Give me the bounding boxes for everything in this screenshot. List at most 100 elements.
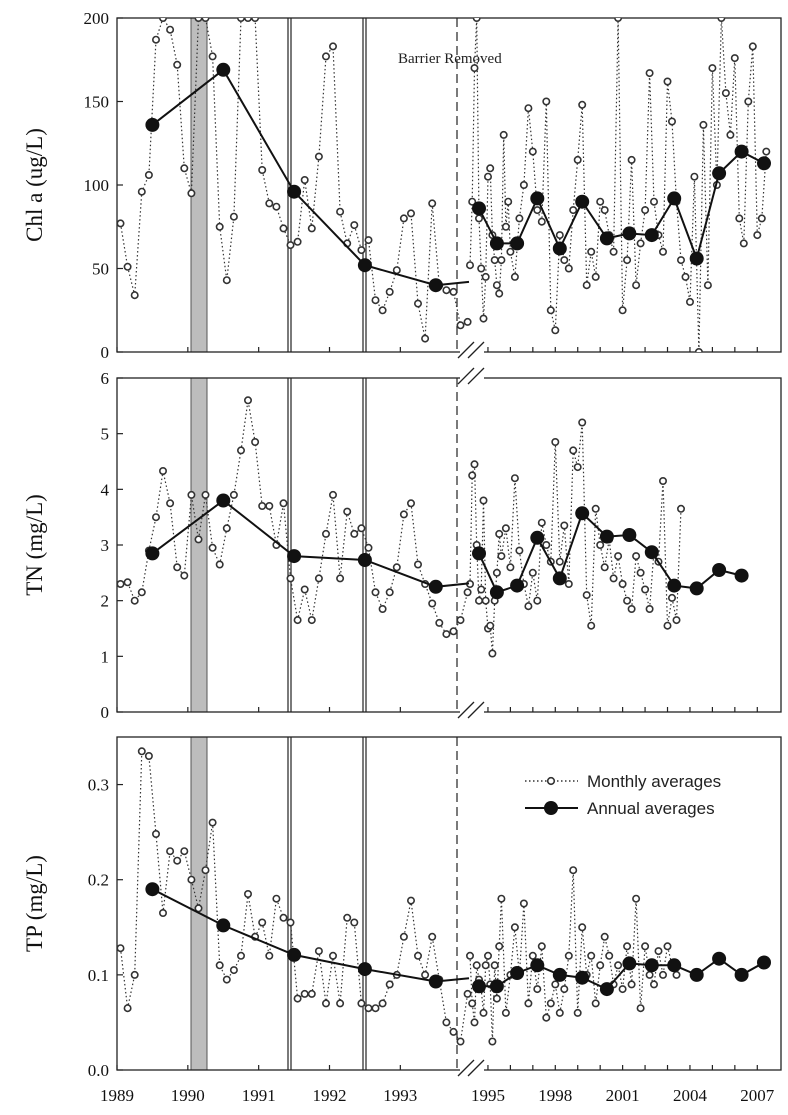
monthly-point [385, 588, 394, 597]
annual-line [478, 150, 765, 262]
monthly-point [208, 543, 217, 552]
monthly-point [649, 980, 658, 989]
monthly-series [117, 18, 771, 352]
x-tick-label: 2004 [673, 1086, 708, 1105]
monthly-point [187, 875, 196, 884]
annual-point [575, 506, 590, 521]
monthly-point [542, 540, 551, 549]
annual-point [734, 568, 749, 583]
axis-break-mark [457, 367, 475, 385]
monthly-point [490, 256, 499, 265]
annual-point [689, 967, 704, 982]
monthly-point [492, 281, 501, 290]
monthly-point [735, 214, 744, 223]
monthly-point [645, 604, 654, 613]
monthly-point [658, 476, 667, 485]
monthly-point [528, 568, 537, 577]
monthly-line [469, 422, 682, 654]
monthly-point [321, 529, 330, 538]
monthly-point [663, 621, 672, 630]
monthly-point [564, 579, 573, 588]
monthly-point [336, 999, 345, 1008]
monthly-point [117, 580, 125, 588]
barrier-removed-annotation: Barrier Removed [398, 51, 502, 67]
monthly-point [501, 1008, 510, 1017]
monthly-point [117, 219, 125, 228]
y-tick-label: 3 [101, 536, 110, 555]
monthly-point [123, 262, 132, 271]
monthly-point [413, 299, 422, 308]
monthly-point [229, 966, 238, 975]
monthly-point [244, 889, 253, 898]
monthly-point [627, 604, 636, 613]
annual-point [357, 258, 372, 273]
annual-point [428, 974, 443, 989]
monthly-point [159, 18, 167, 22]
monthly-point [399, 510, 408, 519]
monthly-point [623, 256, 632, 265]
panel-3: 0.0 0.1 0.2 0.3 TP (mg/L) [22, 736, 782, 1080]
panel-1: 0 50 100 150 200 Chl a (ug/L) [22, 9, 782, 362]
annual-point [510, 236, 525, 251]
monthly-point [237, 951, 246, 960]
monthly-point [672, 970, 681, 979]
annual-point [287, 947, 302, 962]
monthly-point [636, 239, 645, 248]
monthly-point [328, 490, 337, 499]
annual-point [287, 184, 302, 199]
monthly-point [371, 296, 380, 305]
monthly-point [166, 25, 175, 34]
monthly-point [137, 187, 146, 196]
monthly-point [456, 321, 465, 330]
y-tick-label: 0.3 [88, 776, 109, 795]
annual-point [428, 579, 443, 594]
legend: Monthly averages Annual averages [525, 772, 721, 818]
monthly-point [187, 189, 196, 198]
monthly-point [569, 446, 578, 455]
monthly-point [470, 64, 479, 73]
monthly-point [286, 241, 295, 250]
monthly-point [528, 147, 537, 156]
x-tick-label: 2007 [740, 1086, 775, 1105]
monthly-series [117, 396, 685, 658]
monthly-point [265, 501, 274, 510]
axis-break-mark [467, 701, 485, 719]
annual-point [216, 62, 231, 77]
monthly-point [537, 518, 546, 527]
annual-point [428, 278, 443, 293]
annual-point [689, 251, 704, 266]
monthly-point [641, 206, 650, 215]
monthly-point [428, 932, 437, 941]
annual-point [667, 191, 682, 206]
monthly-point [215, 560, 224, 569]
monthly-point [435, 618, 444, 627]
monthly-point [708, 64, 717, 73]
y-tick-label: 1 [101, 647, 110, 666]
monthly-point [533, 596, 542, 605]
monthly-point [229, 490, 238, 499]
annual-point [472, 979, 486, 994]
monthly-point [180, 571, 189, 580]
monthly-point [229, 212, 238, 221]
monthly-point [307, 616, 316, 625]
monthly-point [364, 543, 373, 552]
monthly-point [573, 155, 582, 164]
monthly-point [194, 18, 203, 22]
monthly-point [421, 334, 430, 343]
monthly-point [159, 908, 168, 917]
annual-point [622, 226, 637, 241]
y-tick-label: 0 [101, 343, 110, 362]
monthly-point [537, 942, 546, 951]
monthly-point [551, 326, 560, 335]
monthly-point [717, 18, 726, 22]
annual-point [216, 918, 231, 933]
monthly-point [286, 918, 295, 927]
monthly-point [542, 97, 551, 106]
annual-point [510, 966, 525, 980]
monthly-point [506, 247, 515, 256]
monthly-point [463, 588, 472, 597]
monthly-point [215, 222, 224, 231]
monthly-point [546, 999, 555, 1008]
monthly-point [546, 306, 555, 315]
monthly-point [442, 286, 451, 295]
